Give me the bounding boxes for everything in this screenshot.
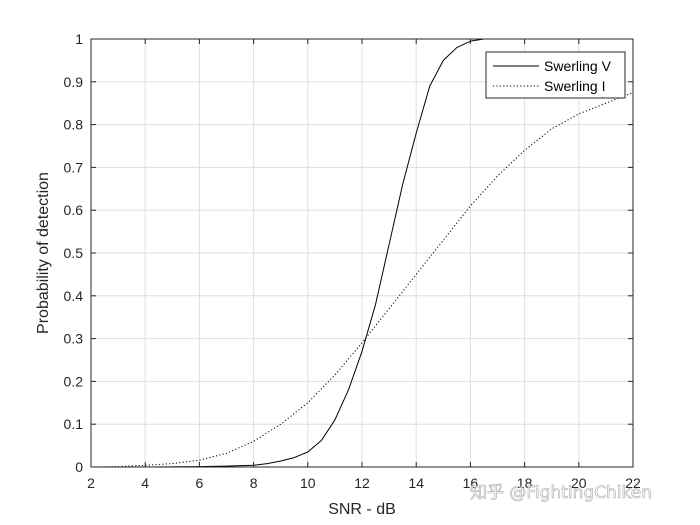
x-tick-label: 14	[408, 475, 424, 491]
y-tick-label: 0.4	[64, 288, 84, 304]
y-tick-label: 0.8	[64, 117, 84, 133]
x-tick-label: 8	[250, 475, 258, 491]
y-tick-label: 0.3	[64, 331, 84, 347]
x-tick-label: 10	[300, 475, 316, 491]
watermark: 知乎 @FightingChiken	[470, 483, 652, 503]
x-tick-label: 12	[354, 475, 370, 491]
y-tick-label: 0.7	[64, 159, 84, 175]
legend: Swerling V Swerling I	[485, 51, 626, 99]
x-tick-label: 6	[196, 475, 204, 491]
axis-ticks: 2 4 6 8 10 12 14 16 18 20 22 0 0.1 0.2 0.3 0.4 0.5 0.6 0.7…	[64, 31, 641, 491]
legend-box	[485, 51, 626, 99]
x-tick-label: 18	[517, 475, 533, 491]
y-tick-label: 0	[75, 459, 83, 475]
y-tick-label: 0.5	[64, 245, 84, 261]
legend-label-swerling-v: Swerling V	[544, 58, 612, 74]
legend-label-swerling-i: Swerling I	[544, 78, 605, 94]
y-tick-label: 1	[75, 31, 83, 47]
grid	[90, 38, 634, 468]
x-tick-label: 22	[625, 475, 641, 491]
x-tick-label: 20	[571, 475, 587, 491]
y-tick-label: 0.9	[64, 74, 84, 90]
y-tick-label: 0.2	[64, 373, 84, 389]
y-tick-label: 0.6	[64, 202, 84, 218]
y-axis-label: Probability of detection	[35, 172, 52, 334]
y-tick-label: 0.1	[64, 416, 84, 432]
x-axis-label: SNR - dB	[328, 501, 396, 518]
x-tick-label: 4	[141, 475, 149, 491]
x-tick-label: 2	[87, 475, 95, 491]
x-tick-label: 16	[463, 475, 479, 491]
